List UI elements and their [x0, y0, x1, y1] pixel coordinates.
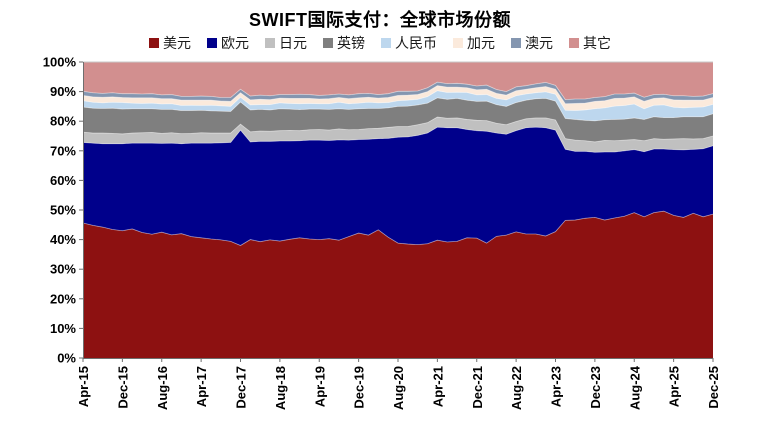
y-tick-label: 90% — [50, 84, 76, 99]
legend-swatch-usd — [149, 38, 159, 48]
boundary-usd — [82, 210, 714, 246]
y-tick-label: 80% — [50, 114, 76, 129]
x-tick-label: Apr-23 — [549, 366, 564, 407]
area-cad — [83, 85, 713, 111]
y-tick-label: 60% — [50, 173, 76, 188]
legend-item-other: 其它 — [569, 36, 611, 50]
area-gbp — [83, 97, 713, 142]
area-rmb — [83, 90, 713, 121]
legend-item-rmb: 人民币 — [381, 36, 437, 50]
legend-label-gbp: 英镑 — [337, 35, 365, 51]
area-jpy — [83, 117, 713, 153]
x-tick-label: Apr-25 — [667, 366, 682, 407]
area-aud — [83, 82, 713, 104]
area-other — [83, 62, 713, 100]
x-tick-label: Apr-21 — [430, 366, 445, 407]
y-tick-label: 0% — [57, 351, 76, 366]
legend-item-cad: 加元 — [453, 36, 495, 50]
area-eur — [83, 127, 713, 246]
boundary-gbp — [82, 97, 714, 122]
legend-item-jpy: 日元 — [265, 36, 307, 50]
legend-label-aud: 澳元 — [525, 35, 553, 51]
x-tick-label: Apr-15 — [76, 366, 91, 407]
y-tick-label: 40% — [50, 232, 76, 247]
area-usd — [83, 211, 713, 358]
legend-swatch-other — [569, 38, 579, 48]
legend-label-eur: 欧元 — [221, 35, 249, 51]
x-tick-label: Aug-20 — [391, 366, 406, 410]
legend-label-rmb: 人民币 — [395, 35, 437, 51]
boundary-jpy — [82, 116, 714, 143]
legend-swatch-gbp — [323, 38, 333, 48]
x-tick-label: Apr-19 — [312, 366, 327, 407]
y-tick-label: 20% — [50, 291, 76, 306]
boundary-eur — [82, 126, 714, 153]
y-tick-label: 10% — [50, 321, 76, 336]
legend-swatch-cad — [453, 38, 463, 48]
boundary-cad — [82, 85, 714, 105]
x-tick-label: Dec-21 — [470, 366, 485, 409]
x-tick-label: Dec-19 — [352, 366, 367, 409]
legend-label-other: 其它 — [583, 35, 611, 51]
x-tick-label: Dec-25 — [706, 366, 721, 409]
chart-legend: 美元 欧元 日元 英镑 人民币 加元 澳元 其它 — [0, 36, 760, 50]
legend-item-gbp: 英镑 — [323, 36, 365, 50]
x-tick-label: Apr-17 — [194, 366, 209, 407]
chart-title: SWIFT国际支付：全球市场份额 — [249, 10, 511, 30]
boundary-rmb — [82, 90, 714, 111]
y-tick-label: 30% — [50, 262, 76, 277]
x-tick-label: Aug-18 — [273, 366, 288, 410]
legend-item-aud: 澳元 — [511, 36, 553, 50]
legend-swatch-aud — [511, 38, 521, 48]
legend-item-eur: 欧元 — [207, 36, 249, 50]
y-tick-label: 100% — [43, 55, 77, 70]
legend-label-usd: 美元 — [163, 35, 191, 51]
boundary-aud — [82, 81, 714, 101]
legend-item-usd: 美元 — [149, 36, 191, 50]
y-tick-label: 70% — [50, 143, 76, 158]
x-tick-label: Dec-15 — [115, 366, 130, 409]
x-tick-label: Aug-24 — [627, 365, 642, 410]
y-tick-label: 50% — [50, 203, 76, 218]
legend-label-cad: 加元 — [467, 35, 495, 51]
x-tick-label: Aug-16 — [155, 366, 170, 410]
x-tick-label: Dec-23 — [588, 366, 603, 409]
legend-swatch-jpy — [265, 38, 275, 48]
legend-swatch-eur — [207, 38, 217, 48]
legend-swatch-rmb — [381, 38, 391, 48]
x-tick-label: Dec-17 — [234, 366, 249, 409]
x-tick-label: Aug-22 — [509, 366, 524, 410]
legend-label-jpy: 日元 — [279, 35, 307, 51]
